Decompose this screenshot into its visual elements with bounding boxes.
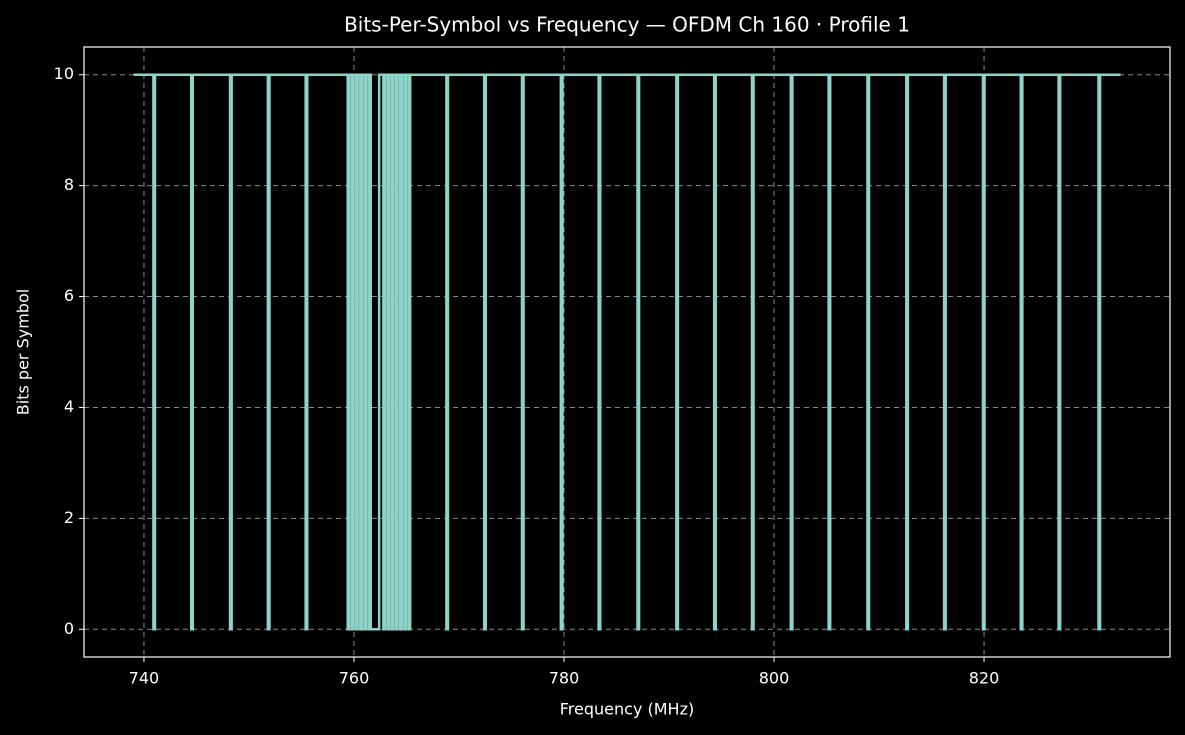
x-tick-label: 780	[549, 669, 580, 688]
plot-frame	[83, 46, 1171, 658]
chart-title: Bits-Per-Symbol vs Frequency — OFDM Ch 1…	[344, 13, 910, 37]
data-line	[133, 73, 1121, 631]
y-tick-label: 0	[64, 619, 74, 638]
x-tick-label: 760	[339, 669, 370, 688]
y-tick-label: 6	[64, 286, 74, 305]
x-axis-label: Frequency (MHz)	[560, 700, 694, 719]
y-axis-label: Bits per Symbol	[14, 289, 33, 415]
x-tick-label: 800	[759, 669, 790, 688]
x-tick-label: 820	[969, 669, 1000, 688]
x-tick-label: 740	[129, 669, 160, 688]
y-tick-label: 8	[64, 175, 74, 194]
y-tick-label: 10	[54, 64, 74, 83]
y-tick-label: 2	[64, 508, 74, 527]
y-tick-label: 4	[64, 397, 74, 416]
